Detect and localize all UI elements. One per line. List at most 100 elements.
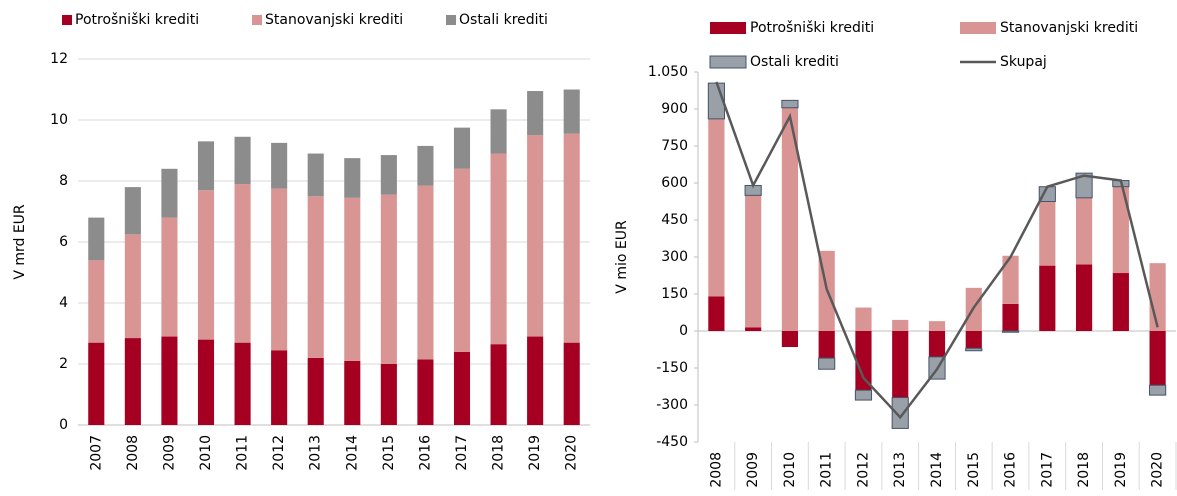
x-tick-label: 2013: [308, 435, 324, 471]
bar: [234, 342, 251, 425]
y-tick-label: 6: [59, 234, 68, 250]
y-tick-label: 0: [679, 323, 688, 339]
x-tick-label: 2007: [88, 435, 104, 471]
legend-label: Skupaj: [1000, 54, 1047, 70]
x-tick-label: 2014: [929, 452, 945, 488]
bar: [563, 133, 580, 343]
x-tick-label: 2019: [1113, 452, 1129, 488]
x-tick-label: 2020: [564, 435, 580, 471]
bar: [563, 89, 580, 134]
bar: [1149, 331, 1166, 386]
y-tick-label: 8: [59, 173, 68, 189]
bar: [1112, 186, 1129, 274]
y-tick-label: 900: [661, 101, 688, 117]
bar: [781, 331, 799, 348]
bar: [891, 397, 909, 429]
bar: [271, 142, 288, 189]
y-tick-label: 300: [661, 249, 688, 265]
bar: [563, 342, 580, 425]
x-tick-label: 2016: [1003, 452, 1019, 488]
x-tick-label: 2014: [344, 435, 360, 471]
x-tick-label: 2018: [491, 435, 507, 471]
x-tick-label: 2011: [819, 452, 835, 488]
bar: [344, 360, 361, 425]
bar: [781, 107, 799, 332]
bar: [1039, 265, 1056, 331]
x-tick-label: 2015: [381, 435, 397, 471]
bar: [1075, 197, 1093, 265]
legend-label: Stanovanjski krediti: [1000, 20, 1138, 36]
legend-swatch: [709, 55, 747, 69]
bar: [88, 342, 105, 425]
y-tick-label: 0: [59, 417, 68, 433]
bar: [271, 188, 288, 351]
bar: [527, 336, 544, 425]
bar: [417, 145, 434, 186]
legend-label: Ostali krediti: [750, 54, 839, 70]
bar: [928, 321, 946, 331]
y-axis-title: V mrd EUR: [12, 204, 28, 280]
x-tick-label: 2017: [454, 435, 470, 471]
bar: [965, 331, 982, 349]
bar: [307, 196, 324, 358]
y-tick-label: -150: [656, 360, 688, 376]
bar: [527, 91, 544, 136]
bar: [892, 319, 909, 331]
bar: [781, 99, 799, 109]
bar: [527, 135, 544, 337]
bar: [197, 190, 215, 340]
bar: [708, 296, 725, 331]
x-tick-label: 2011: [235, 435, 251, 471]
bar: [490, 109, 507, 154]
x-tick-label: 2013: [892, 452, 908, 488]
bar: [234, 136, 251, 185]
x-tick-label: 2017: [1039, 452, 1055, 488]
bar: [88, 260, 105, 343]
bar: [1075, 172, 1093, 199]
bar: [1001, 330, 1020, 333]
x-tick-label: 2010: [782, 452, 798, 488]
x-tick-label: 2012: [855, 452, 871, 488]
y-tick-label: 750: [661, 138, 688, 154]
bar: [307, 153, 324, 197]
bar: [965, 347, 983, 352]
y-tick-label: -300: [656, 397, 688, 413]
bar: [124, 338, 141, 425]
legend-label: Potrošniški krediti: [750, 20, 874, 36]
x-tick-label: 2008: [708, 452, 724, 488]
bar: [380, 155, 397, 195]
bar: [928, 331, 946, 357]
bar: [1149, 263, 1166, 331]
bar: [1149, 384, 1167, 396]
bar: [453, 351, 471, 425]
bar: [380, 194, 397, 364]
bar: [234, 184, 251, 343]
bar: [197, 141, 215, 191]
bar: [818, 357, 836, 370]
legend-label: Potrošniški krediti: [75, 12, 199, 28]
x-tick-label: 2010: [198, 435, 214, 471]
y-tick-label: -450: [656, 434, 688, 450]
legend-swatch: [446, 15, 456, 25]
legend-swatch: [710, 22, 746, 34]
legend-label: Ostali krediti: [459, 12, 548, 28]
legend-label: Stanovanjski krediti: [265, 12, 403, 28]
bar: [1075, 264, 1093, 331]
y-tick-label: 4: [59, 295, 68, 311]
bar: [453, 127, 471, 169]
bar: [161, 217, 178, 337]
bar: [854, 389, 873, 401]
bar: [344, 197, 361, 361]
y-tick-label: 150: [661, 286, 688, 302]
bar: [1039, 201, 1056, 266]
bar: [1002, 303, 1019, 331]
bar: [417, 359, 434, 425]
bar: [88, 217, 105, 261]
bar: [490, 153, 507, 345]
bar: [124, 187, 141, 235]
bar: [417, 185, 434, 360]
legend-swatch: [62, 15, 72, 25]
x-tick-label: 2009: [745, 452, 761, 488]
y-tick-label: 2: [59, 356, 68, 372]
